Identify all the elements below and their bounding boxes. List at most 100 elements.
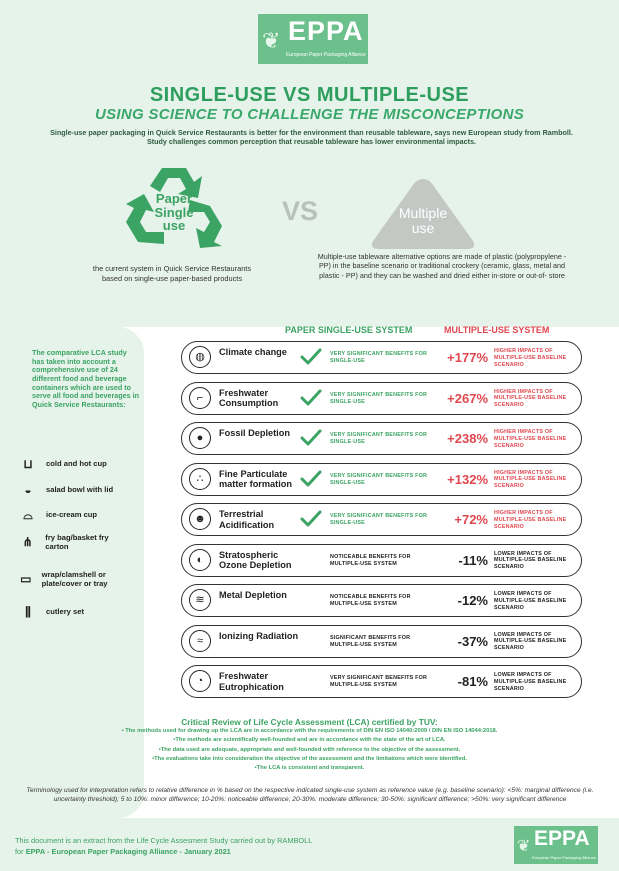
impact-category: Fossil Depletion bbox=[219, 428, 290, 438]
footer-line2: for EPPA - European Paper Packaging Alli… bbox=[15, 847, 455, 858]
paper-caption: the current system in Quick Service Rest… bbox=[92, 264, 252, 283]
benefit-label: VERY SIGNIFICANT BENEFITS FOR SINGLE-USE bbox=[330, 432, 428, 446]
paper-label-line2: Single bbox=[154, 204, 194, 220]
leaf-icon: ❦ bbox=[262, 28, 281, 53]
container-label: salad bowl with lid bbox=[46, 485, 114, 495]
multi-label-line1: Multiple bbox=[398, 205, 448, 221]
metal-icon: ≋ bbox=[189, 589, 211, 611]
cutlery-icon: ⫼ bbox=[25, 605, 31, 619]
check-icon bbox=[300, 510, 322, 527]
leaf-icon: ❦ bbox=[517, 838, 531, 855]
check-icon bbox=[300, 470, 322, 486]
terminology-note: Terminology used for interpretation refe… bbox=[26, 787, 594, 803]
logo-text: EPPA bbox=[534, 827, 590, 850]
container-item: ⫼ cutlery set bbox=[20, 605, 84, 619]
critical-review-point: • The methods used for drawing up the LC… bbox=[121, 728, 498, 734]
fossil-icon: ● bbox=[189, 427, 211, 449]
water-icon: ◔ bbox=[189, 670, 211, 692]
check-icon bbox=[300, 389, 322, 405]
check-icon bbox=[300, 348, 322, 365]
container-item: ⌓ ice-cream cup bbox=[20, 508, 97, 522]
recycle-icon bbox=[126, 168, 222, 248]
impact-category: Climate change bbox=[219, 347, 287, 357]
impact-label: HIGHER IMPACTS OF MULTIPLE-USE BASELINE … bbox=[494, 348, 567, 368]
container-label: cutlery set bbox=[46, 607, 84, 617]
critical-review-point: •The LCA is consistent and transparent. bbox=[254, 765, 365, 772]
impact-category: Metal Depletion bbox=[219, 590, 287, 600]
impact-row: ◐ Stratospheric Ozone Depletion NOTICEABLE… bbox=[181, 543, 582, 577]
benefit-label: NOTICEABLE BENEFITS FOR MULTIPLE-USE SYS… bbox=[330, 553, 411, 567]
container-item: ▭ wrap/clamshell or plate/cover or tray bbox=[20, 570, 138, 589]
multi-system-header: MULTIPLE-USE SYSTEM bbox=[444, 325, 550, 335]
logo-subtitle: European Paper Packaging Alliance bbox=[286, 52, 366, 58]
impact-label: HIGHER IMPACTS OF MULTIPLE-USE BASELINE … bbox=[494, 429, 567, 449]
impact-percentage: -12% bbox=[457, 593, 488, 608]
containers-sidebar bbox=[0, 327, 144, 818]
impact-category: Freshwater Consumption bbox=[219, 387, 279, 409]
impact-row: ◍ Climate change VERY SIGNIFICANT BENEFITS… bbox=[181, 341, 582, 374]
impact-category: Fine Particulate matter formation bbox=[219, 468, 292, 490]
radiation-icon: ≈ bbox=[189, 629, 211, 652]
benefit-label: SIGNIFICANT BENEFITS FOR MULTIPLE-USE SY… bbox=[330, 634, 411, 648]
impact-label: HIGHER IMPACTS OF MULTIPLE-USE BASELINE … bbox=[494, 469, 567, 490]
container-item: ⊔ cold and hot cup bbox=[20, 457, 107, 471]
benefit-label: NOTICEABLE BENEFITS FOR MULTIPLE-USE SYS… bbox=[330, 594, 411, 608]
benefit-label: VERY SIGNIFICANT BENEFITS FOR SINGLE-USE bbox=[330, 391, 428, 405]
eppa-logo: ❦ EPPA European Paper Packaging Alliance bbox=[258, 14, 368, 64]
impact-percentage: +267% bbox=[447, 390, 488, 406]
multiple-use-triangle-icon bbox=[371, 179, 475, 249]
impact-category: Ionizing Radiation bbox=[219, 630, 299, 641]
container-label: fry bag/basket fry carton bbox=[45, 533, 109, 552]
impact-category: Stratospheric Ozone Depletion bbox=[219, 549, 292, 571]
impact-percentage: +177% bbox=[447, 350, 488, 365]
cup-icon: ⊔ bbox=[23, 457, 33, 471]
faucet-icon: ⌐ bbox=[189, 386, 211, 409]
salad-bowl-icon: ◒ bbox=[24, 483, 32, 497]
footer-prefix: for bbox=[15, 846, 26, 856]
multi-caption: Multiple-use tableware alternative optio… bbox=[317, 252, 567, 280]
impact-label: LOWER IMPACTS OF MULTIPLE-USE BASELINE S… bbox=[494, 631, 567, 652]
page-title: SINGLE-USE VS MULTIPLE-USE bbox=[149, 84, 470, 106]
ice-cream-cup-icon: ⌓ bbox=[23, 508, 33, 522]
impact-percentage: +132% bbox=[447, 471, 488, 487]
critical-review: Critical Review of Life Cycle Assessment… bbox=[0, 717, 619, 773]
impact-percentage: +72% bbox=[454, 512, 488, 527]
paper-single-use-label: Paper Single use bbox=[140, 192, 208, 233]
impact-row: ☻ Terrestrial Acidification VERY SIGNIFICA… bbox=[181, 503, 582, 536]
impact-percentage: +238% bbox=[447, 431, 488, 446]
impact-label: LOWER IMPACTS OF MULTIPLE-USE BASELINE S… bbox=[494, 591, 567, 611]
eppa-logo-footer: ❦ EPPA European Paper Packaging Alliance bbox=[514, 826, 598, 864]
sidebar-intro: The comparative LCA study has taken into… bbox=[32, 348, 140, 409]
impact-percentage: -81% bbox=[457, 674, 488, 689]
paper-system-header: PAPER SINGLE-USE SYSTEM bbox=[285, 325, 413, 335]
footer-line1: This document is an extract from the Lif… bbox=[15, 836, 313, 845]
intro-text: Single-use paper packaging in Quick Serv… bbox=[50, 128, 573, 147]
impact-row: ● Fossil Depletion VERY SIGNIFICANT BENEFI… bbox=[181, 422, 582, 455]
footer-bold: EPPA - European Paper Packaging Alliance… bbox=[25, 846, 231, 856]
impact-percentage: -11% bbox=[458, 552, 488, 568]
container-item: ◒ salad bowl with lid bbox=[20, 483, 113, 497]
benefit-label: VERY SIGNIFICANT BENEFITS FOR SINGLE-USE bbox=[330, 351, 428, 365]
benefit-label: VERY SIGNIFICANT BENEFITS FOR MULTIPLE-U… bbox=[330, 675, 428, 689]
container-label: cold and hot cup bbox=[46, 459, 107, 469]
impact-row: ⌐ Freshwater Consumption VERY SIGNIFICANT … bbox=[181, 381, 582, 415]
acid-icon: ☻ bbox=[189, 508, 211, 530]
fry-bag-icon: ⋔ bbox=[22, 535, 33, 550]
page-subtitle: USING SCIENCE TO CHALLENGE THE MISCONCEP… bbox=[94, 106, 525, 123]
particles-icon: ∴ bbox=[189, 467, 211, 490]
critical-review-title: Critical Review of Life Cycle Assessment… bbox=[181, 717, 438, 727]
ozone-icon: ◐ bbox=[189, 548, 211, 571]
impact-row: ◔ Freshwater Eutrophication VERY SIGNIFICA… bbox=[181, 665, 582, 698]
impact-row: ∴ Fine Particulate matter formation VERY S… bbox=[181, 462, 582, 496]
paper-label-line3: use bbox=[162, 218, 186, 234]
check-icon bbox=[300, 429, 322, 446]
impact-row: ≋ Metal Depletion NOTICEABLE BENEFITS FOR … bbox=[181, 584, 582, 617]
impact-label: LOWER IMPACTS OF MULTIPLE-USE BASELINE S… bbox=[494, 550, 567, 571]
footer-text: This document is an extract from the Lif… bbox=[15, 836, 455, 857]
critical-review-point: •The methods are scientifically well-fou… bbox=[173, 737, 446, 744]
multiple-use-label: Multiple use bbox=[385, 206, 461, 235]
logo-subtitle: European Paper Packaging Alliance bbox=[532, 855, 596, 860]
impact-percentage: -37% bbox=[457, 633, 488, 649]
benefit-label: VERY SIGNIFICANT BENEFITS FOR SINGLE-USE bbox=[330, 513, 428, 527]
